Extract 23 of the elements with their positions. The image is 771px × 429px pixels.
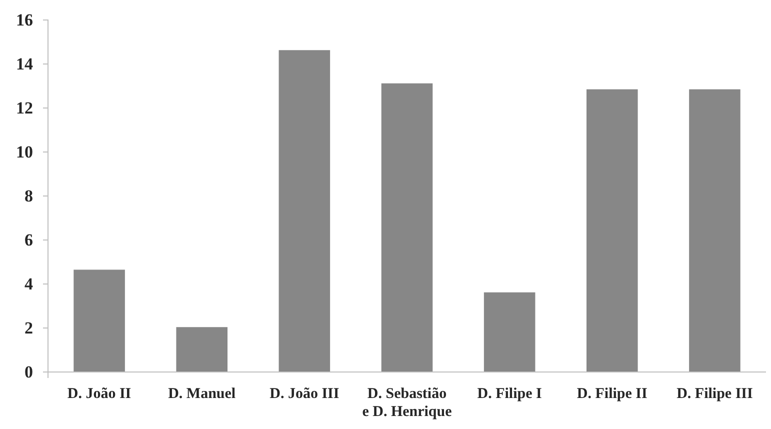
x-tick-label: D. Sebastião e D. Henrique bbox=[362, 386, 452, 420]
y-tick-label: 6 bbox=[24, 230, 33, 250]
bar bbox=[381, 83, 433, 372]
bar bbox=[689, 89, 740, 372]
y-tick-label: 14 bbox=[16, 54, 34, 74]
y-tick-label: 4 bbox=[24, 274, 34, 294]
y-tick-label: 2 bbox=[24, 318, 33, 338]
x-tick-label: D. João III bbox=[270, 386, 340, 402]
bar bbox=[74, 270, 125, 372]
bar bbox=[484, 292, 536, 372]
bar bbox=[278, 50, 330, 372]
bar bbox=[176, 327, 228, 372]
y-tick-label: 8 bbox=[24, 186, 33, 206]
y-tick-label: 0 bbox=[24, 362, 33, 382]
y-tick-label: 10 bbox=[16, 142, 33, 162]
x-tick-label: D. Filipe III bbox=[676, 386, 754, 402]
y-tick-label: 16 bbox=[16, 10, 33, 30]
y-tick-label: 12 bbox=[16, 98, 33, 118]
x-tick-label: D. Manuel bbox=[168, 386, 236, 402]
x-tick-label: D. Filipe II bbox=[576, 386, 648, 402]
bar bbox=[586, 89, 638, 372]
x-tick-label: D. Filipe I bbox=[477, 386, 542, 402]
x-tick-label: D. João II bbox=[67, 386, 132, 402]
